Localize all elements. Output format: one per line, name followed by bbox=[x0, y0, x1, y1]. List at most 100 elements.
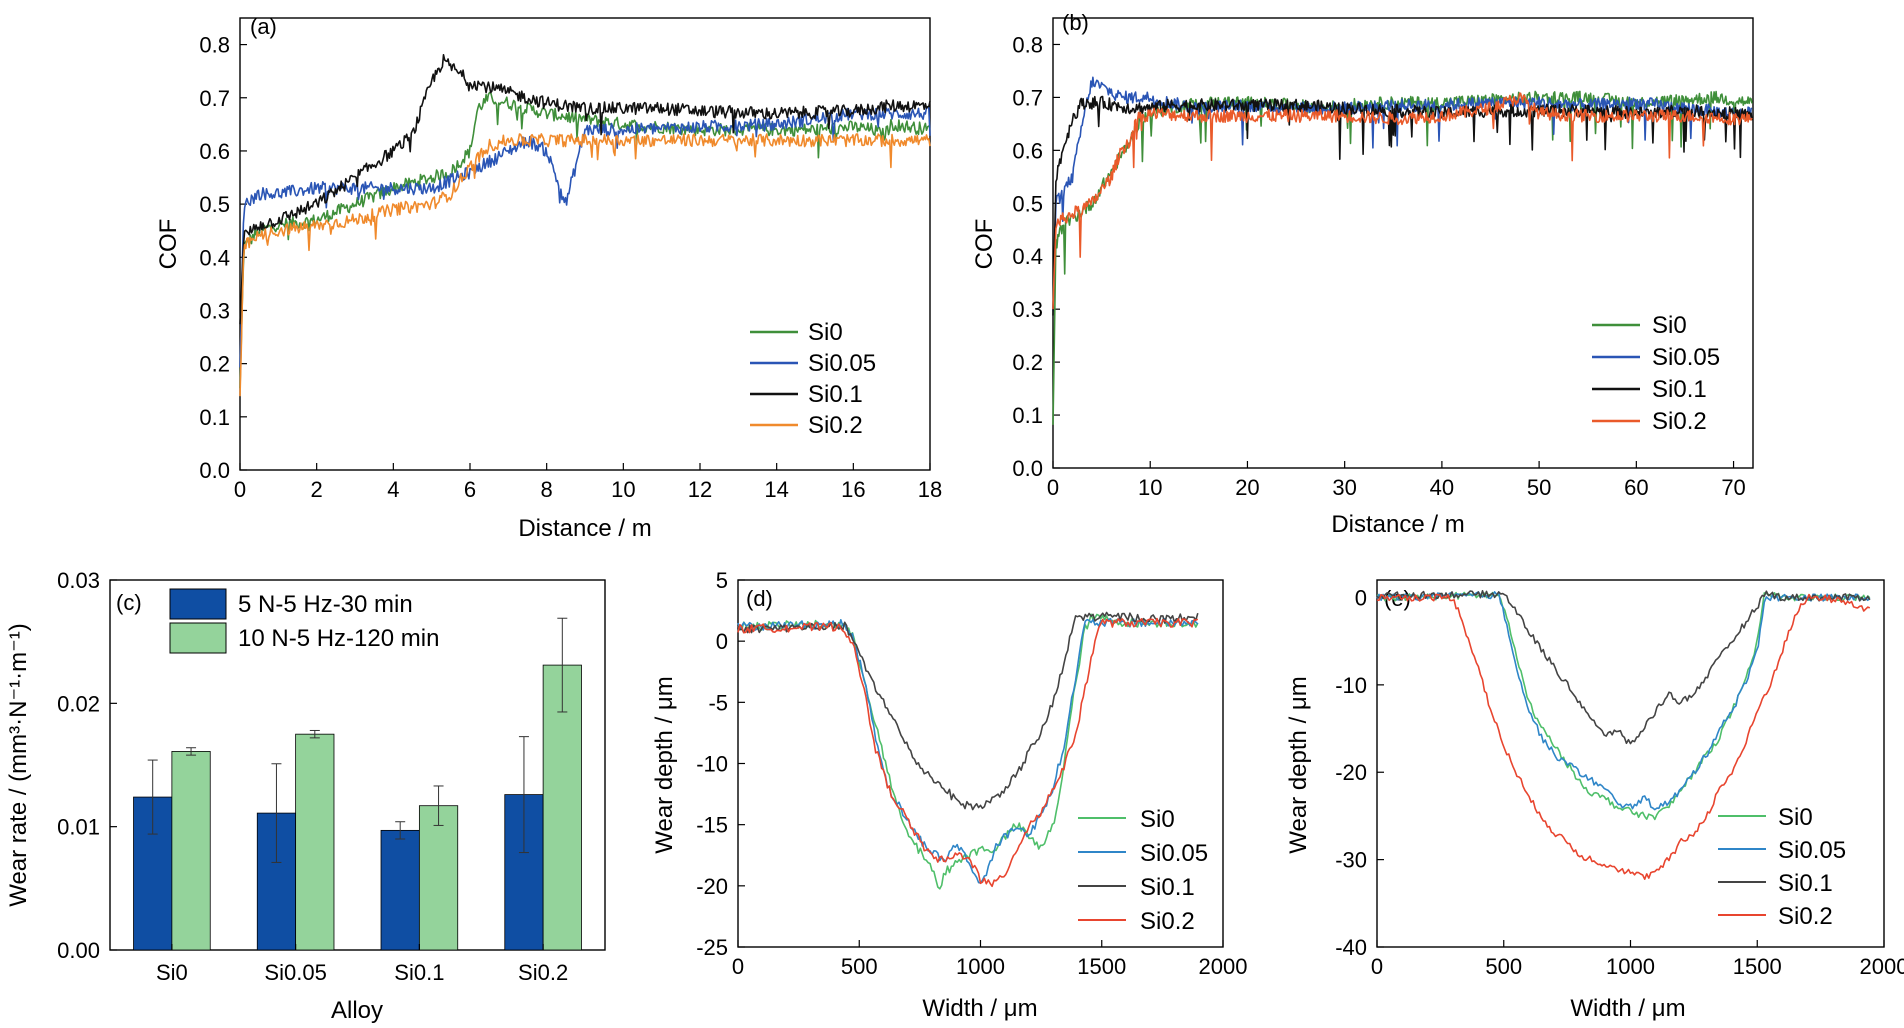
y-tick-label: -15 bbox=[696, 813, 728, 838]
panel-c-ylabel: Wear rate / (mm³·N⁻¹·m⁻¹) bbox=[5, 623, 32, 907]
legend-label-si01: Si0.1 bbox=[808, 381, 863, 408]
series-line-si0-1 bbox=[737, 611, 1199, 811]
series-line-si0 bbox=[737, 613, 1199, 890]
y-tick-label: 0.00 bbox=[57, 938, 100, 963]
y-tick-label: 0.1 bbox=[1012, 403, 1043, 428]
panel-e-ylabel: Wear depth / μm bbox=[1285, 676, 1312, 853]
legend-label-si02: Si0.2 bbox=[808, 412, 863, 439]
panel-e-xlabel: Width / μm bbox=[1570, 995, 1685, 1022]
panel-c-ticks: 0.00 0.01 0.02 0.03 bbox=[57, 568, 117, 963]
x-tick-label: 40 bbox=[1430, 475, 1454, 500]
series-line-si0-2 bbox=[1376, 593, 1871, 880]
panel-a-frame bbox=[239, 17, 931, 471]
bar-si0-1-10-n-5-hz-120-min bbox=[418, 805, 459, 951]
x-tick-label: 8 bbox=[541, 477, 553, 502]
panel-e-legend: Si0 Si0.05 Si0.1 Si0.2 bbox=[1718, 804, 1846, 930]
x-tick-label: 0 bbox=[732, 954, 744, 979]
panel-a-legend: Si0 Si0.05 Si0.1 Si0.2 bbox=[750, 319, 876, 439]
series-line-si0-05 bbox=[1376, 591, 1871, 811]
panel-b-cof-vs-distance: (b) Distance / m COF 0 10 20 30 40 50 60 700.00… bbox=[971, 10, 1754, 538]
y-tick-label: -40 bbox=[1335, 935, 1367, 960]
x-tick-label: 1000 bbox=[956, 954, 1005, 979]
legend-label-si01: Si0.1 bbox=[1140, 874, 1195, 901]
legend-label-si005: Si0.05 bbox=[1652, 344, 1720, 371]
x-tick-label: 1000 bbox=[1606, 954, 1655, 979]
panel-c-label: (c) bbox=[116, 590, 142, 615]
y-tick-label: 0.0 bbox=[199, 458, 230, 483]
y-tick-label: -20 bbox=[1335, 760, 1367, 785]
category-label-si0-05: Si0.05 bbox=[264, 960, 326, 985]
panel-a-ticks: 0 2 4 6 8 10 12 14 16 18 0.0 0.1 0.2 0.3 0.4 0.5 0.6 0.7 0… bbox=[199, 33, 942, 502]
legend-label-5n: 5 N-5 Hz-30 min bbox=[238, 591, 413, 618]
series-line-si0 bbox=[1376, 591, 1871, 821]
y-tick-label: 0.2 bbox=[199, 352, 230, 377]
panel-d-xlabel: Width / μm bbox=[922, 995, 1037, 1022]
series-line-si0-1 bbox=[239, 54, 931, 325]
legend-swatch-10n bbox=[169, 622, 227, 654]
y-tick-label: 0.6 bbox=[199, 139, 230, 164]
series-line-si0-1 bbox=[1376, 590, 1871, 745]
panel-b-legend: Si0 Si0.05 Si0.1 Si0.2 bbox=[1592, 312, 1720, 435]
series-line-si0-05 bbox=[1052, 76, 1753, 312]
panel-d-series bbox=[737, 611, 1199, 890]
y-tick-label: 0 bbox=[716, 629, 728, 654]
y-tick-label: 0.5 bbox=[199, 192, 230, 217]
legend-label-10n: 10 N-5 Hz-120 min bbox=[238, 625, 439, 652]
panel-e-wear-depth-profile: (e) Width / μm Wear depth / μm 0 500 1000 1… bbox=[1285, 579, 1904, 1022]
x-tick-label: 0 bbox=[1371, 954, 1383, 979]
x-tick-label: 500 bbox=[841, 954, 878, 979]
panel-c-legend: 5 N-5 Hz-30 min 10 N-5 Hz-120 min bbox=[169, 588, 439, 654]
x-tick-label: 30 bbox=[1332, 475, 1356, 500]
x-tick-label: 1500 bbox=[1077, 954, 1126, 979]
panel-b-frame bbox=[1052, 17, 1754, 469]
legend-swatch-5n bbox=[169, 588, 227, 620]
y-tick-label: 0.3 bbox=[1012, 297, 1043, 322]
y-tick-label: 5 bbox=[716, 568, 728, 593]
legend-label-si005: Si0.05 bbox=[808, 350, 876, 377]
series-line-si0-2 bbox=[1052, 92, 1753, 310]
panel-d-wear-depth-profile: (d) Width / μm Wear depth / μm 0 500 1000 1… bbox=[651, 568, 1247, 1022]
series-line-si0-1 bbox=[1052, 95, 1753, 316]
x-tick-label: 6 bbox=[464, 477, 476, 502]
x-tick-label: 10 bbox=[1138, 475, 1162, 500]
x-tick-label: 16 bbox=[841, 477, 865, 502]
bar-si0-05-10-n-5-hz-120-min bbox=[295, 733, 335, 951]
legend-label-si01: Si0.1 bbox=[1652, 376, 1707, 403]
series-line-si0 bbox=[1052, 90, 1753, 425]
y-tick-label: 0.01 bbox=[57, 815, 100, 840]
panel-d-ticks: 0 500 1000 1500 2000 -25 -20 -15 -10 -5 0 5 bbox=[696, 568, 1247, 979]
y-tick-label: 0.4 bbox=[1012, 244, 1043, 269]
legend-label-si005: Si0.05 bbox=[1140, 840, 1208, 867]
panel-a-label: (a) bbox=[250, 14, 277, 39]
panel-a-xlabel: Distance / m bbox=[518, 515, 651, 542]
panel-a-cof-vs-distance: (a) Distance / m COF 0 2 4 6 8 10 12 14 16 180.00… bbox=[155, 14, 942, 542]
y-tick-label: 0 bbox=[1355, 585, 1367, 610]
x-tick-label: 50 bbox=[1527, 475, 1551, 500]
panel-c-wear-rate-bars: (c) Alloy Wear rate / (mm³·N⁻¹·m⁻¹) 0.00… bbox=[5, 568, 606, 1024]
y-tick-label: 0.2 bbox=[1012, 350, 1043, 375]
x-tick-label: 14 bbox=[764, 477, 788, 502]
panel-e-series bbox=[1376, 590, 1871, 880]
x-tick-label: 20 bbox=[1235, 475, 1259, 500]
bar-si0-10-n-5-hz-120-min bbox=[171, 751, 211, 951]
x-tick-label: 18 bbox=[918, 477, 942, 502]
legend-label-si0: Si0 bbox=[808, 319, 843, 346]
x-tick-label: 2000 bbox=[1199, 954, 1248, 979]
legend-label-si01: Si0.1 bbox=[1778, 870, 1833, 897]
x-tick-label: 60 bbox=[1624, 475, 1648, 500]
x-tick-label: 2 bbox=[311, 477, 323, 502]
x-tick-label: 12 bbox=[688, 477, 712, 502]
panel-c-bars: Si0 Si0.05 Si0.1 Si0.2 bbox=[133, 617, 582, 985]
legend-label-si0: Si0 bbox=[1652, 312, 1687, 339]
x-tick-label: 10 bbox=[611, 477, 635, 502]
y-tick-label: 0.8 bbox=[199, 33, 230, 58]
x-tick-label: 500 bbox=[1485, 954, 1522, 979]
panel-a-series bbox=[239, 54, 931, 397]
panel-e-ticks: 0 500 1000 1500 2000 -40 -30 -20 -10 0 bbox=[1335, 585, 1904, 979]
panel-b-label: (b) bbox=[1062, 10, 1089, 35]
y-tick-label: 0.1 bbox=[199, 405, 230, 430]
y-tick-label: 0.03 bbox=[57, 568, 100, 593]
y-tick-label: 0.7 bbox=[199, 86, 230, 111]
series-line-si0 bbox=[239, 91, 931, 389]
